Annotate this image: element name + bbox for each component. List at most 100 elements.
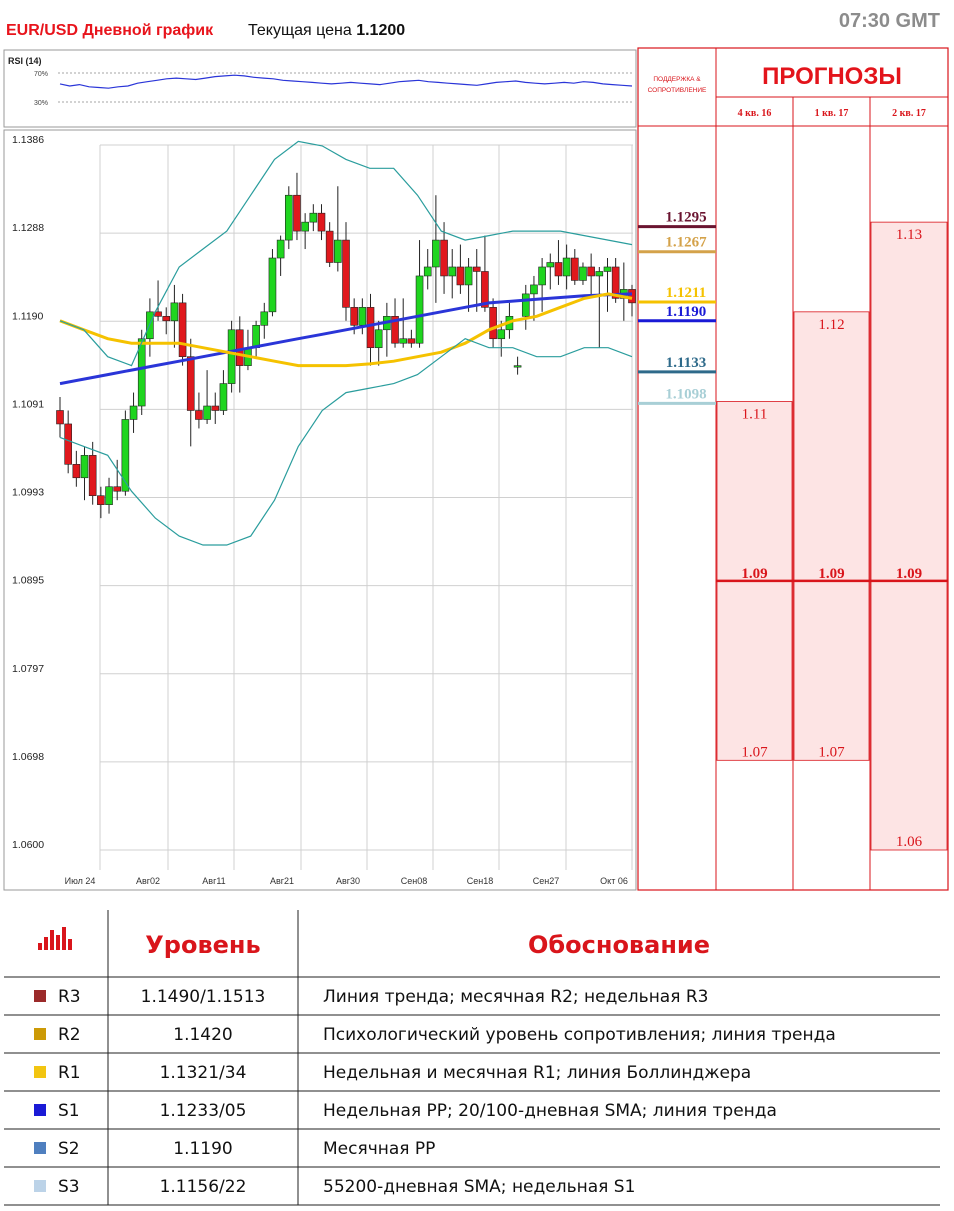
x-tick-label: Июл 24 bbox=[65, 876, 96, 886]
y-tick-label: 1.0993 bbox=[12, 487, 44, 499]
level-value: 1.1490/1.1513 bbox=[141, 987, 266, 1007]
level-value: 1.1190 bbox=[173, 1139, 232, 1159]
sr-label-line2: СОПРОТИВЛЕНИЕ bbox=[648, 87, 707, 94]
candle-body bbox=[538, 266, 546, 286]
bar-chart-icon-bar bbox=[62, 927, 66, 950]
chart-title: EUR/USD Дневной график bbox=[6, 22, 214, 39]
candle-body bbox=[301, 221, 309, 232]
candle-body bbox=[97, 495, 105, 505]
current-price: Текущая цена 1.1200 bbox=[248, 22, 405, 40]
candle-body bbox=[186, 356, 195, 411]
candle-body bbox=[432, 239, 440, 268]
candle-body bbox=[423, 266, 432, 277]
y-tick-label: 1.1091 bbox=[12, 398, 44, 410]
rsi-line bbox=[59, 74, 633, 89]
x-tick-label: Авг21 bbox=[270, 876, 294, 886]
candle-body bbox=[595, 271, 604, 277]
candle-body bbox=[88, 455, 97, 497]
candle-body bbox=[284, 194, 293, 241]
candle-body bbox=[472, 266, 481, 272]
level-label: 1.1267 bbox=[665, 235, 707, 251]
candle-body bbox=[137, 338, 146, 407]
bar-chart-icon-bar bbox=[44, 937, 48, 950]
level-label: 1.1295 bbox=[665, 210, 706, 226]
level-value: 1.1420 bbox=[173, 1025, 232, 1045]
level-label: 1.1133 bbox=[666, 355, 706, 371]
candle-body bbox=[105, 486, 113, 505]
forecast-col-label: 1 кв. 17 bbox=[815, 108, 849, 119]
level-color-swatch bbox=[34, 1142, 46, 1154]
x-tick-label: Авг11 bbox=[202, 876, 225, 886]
candle-body bbox=[342, 239, 350, 308]
candle-body bbox=[334, 239, 342, 263]
y-tick-label: 1.0797 bbox=[12, 663, 44, 675]
y-tick-label: 1.0895 bbox=[12, 575, 44, 587]
candle-body bbox=[178, 302, 187, 357]
forecast-title: ПРОГНОЗЫ bbox=[762, 63, 902, 90]
bar-chart-icon-bar bbox=[56, 935, 60, 950]
candle-body bbox=[268, 257, 277, 313]
candle-body bbox=[129, 405, 138, 420]
candle-body bbox=[448, 266, 457, 277]
candle-body bbox=[415, 275, 424, 344]
forecast-range-box bbox=[793, 311, 870, 761]
forecast-mid: 1.09 bbox=[896, 566, 922, 582]
current-price-label: Текущая цена bbox=[248, 22, 352, 39]
forecast-col-label: 4 кв. 16 bbox=[738, 108, 772, 119]
rsi-lower-label: 30% bbox=[34, 100, 48, 107]
forecast-high: 1.12 bbox=[818, 317, 844, 333]
candle-body bbox=[489, 307, 497, 340]
level-label: 1.1190 bbox=[666, 304, 706, 320]
current-price-value: 1.1200 bbox=[356, 22, 406, 39]
level-value: 1.1233/05 bbox=[160, 1101, 247, 1121]
indicator-line bbox=[59, 140, 633, 367]
level-color-swatch bbox=[34, 1104, 46, 1116]
candle-body bbox=[80, 455, 89, 479]
forecast-low: 1.06 bbox=[896, 834, 923, 850]
reason-column-header: Обоснование bbox=[528, 931, 710, 959]
candle-body bbox=[554, 262, 563, 277]
level-reason: 55200-дневная SMA; недельная S1 bbox=[323, 1177, 635, 1197]
candle-body bbox=[293, 194, 301, 232]
candle-body bbox=[121, 419, 130, 492]
forecast-mid: 1.09 bbox=[741, 566, 767, 582]
candle-body bbox=[513, 365, 522, 368]
candle-body bbox=[56, 410, 64, 425]
candle-body bbox=[603, 266, 612, 272]
level-value: 1.1156/22 bbox=[160, 1177, 247, 1197]
candle-body bbox=[391, 316, 399, 344]
forecast-mid: 1.09 bbox=[818, 566, 844, 582]
candle-body bbox=[374, 329, 383, 349]
level-reason: Психологический уровень сопротивления; л… bbox=[323, 1025, 836, 1045]
candle-body bbox=[399, 338, 408, 344]
candle-body bbox=[521, 293, 530, 317]
bar-chart-icon-bar bbox=[68, 939, 72, 950]
sr-label-line1: ПОДДЕРЖКА & bbox=[653, 76, 701, 83]
time-label: 07:30 GMT bbox=[838, 10, 940, 32]
indicator-line bbox=[59, 292, 633, 386]
level-column-header: Уровень bbox=[145, 931, 260, 959]
candle-body bbox=[358, 307, 367, 326]
level-name: R1 bbox=[58, 1063, 81, 1083]
candle-body bbox=[407, 338, 416, 344]
level-color-swatch bbox=[34, 1066, 46, 1078]
candle-body bbox=[481, 271, 489, 308]
rsi-label: RSI (14) bbox=[8, 56, 42, 66]
level-reason: Недельная PP; 20/100-дневная SMA; линия … bbox=[323, 1101, 777, 1121]
x-tick-label: Окт 06 bbox=[600, 876, 628, 886]
candle-body bbox=[64, 423, 72, 465]
level-name: R2 bbox=[58, 1025, 81, 1045]
level-color-swatch bbox=[34, 990, 46, 1002]
candle-body bbox=[497, 329, 506, 340]
y-tick-label: 1.1190 bbox=[12, 310, 43, 322]
forecast-range-box bbox=[870, 221, 948, 851]
candle-body bbox=[227, 329, 236, 384]
candle-body bbox=[170, 302, 179, 322]
candle-body bbox=[211, 405, 220, 411]
candle-body bbox=[235, 329, 244, 366]
candle-body bbox=[317, 212, 326, 232]
candle-body bbox=[562, 257, 571, 277]
x-tick-label: Авг30 bbox=[336, 876, 360, 886]
level-name: S1 bbox=[58, 1101, 80, 1121]
forecast-high: 1.13 bbox=[896, 227, 922, 243]
